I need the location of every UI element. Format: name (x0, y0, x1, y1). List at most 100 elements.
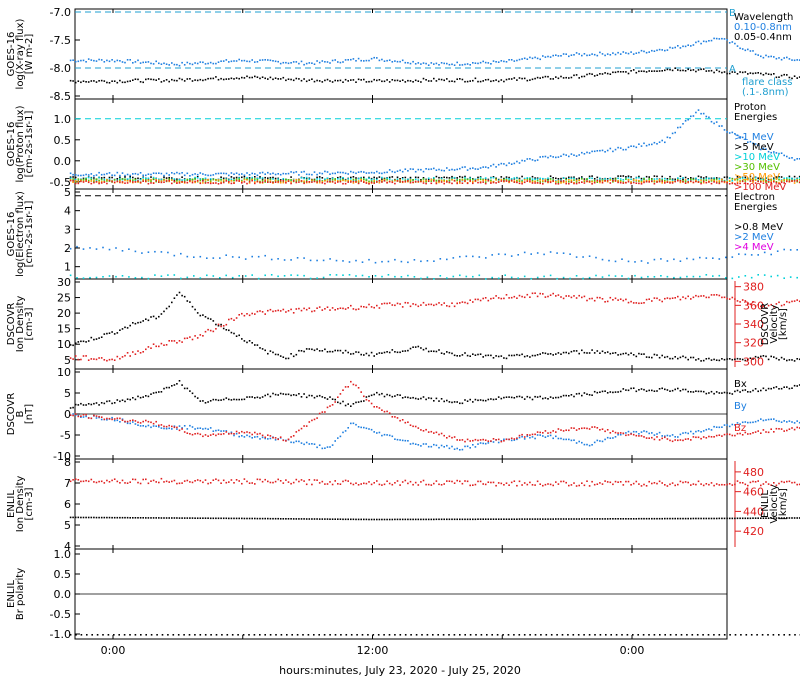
data-point (796, 385, 798, 387)
data-point (264, 180, 266, 182)
data-point (755, 421, 757, 423)
data-point (768, 419, 770, 421)
data-point (337, 437, 339, 439)
data-point (485, 181, 487, 183)
data-point (349, 274, 351, 276)
data-point (270, 435, 272, 437)
data-point (703, 391, 705, 393)
data-point (254, 61, 256, 63)
data-point (628, 481, 630, 483)
data-point (498, 81, 500, 83)
data-point (765, 55, 767, 57)
data-point (350, 353, 352, 355)
data-point (407, 302, 409, 304)
data-point (641, 182, 643, 184)
data-point (122, 82, 124, 84)
data-point (355, 179, 357, 181)
data-point (192, 482, 194, 484)
data-point (615, 436, 617, 438)
data-point (796, 59, 798, 61)
data-point (228, 78, 230, 80)
data-point (669, 484, 671, 486)
data-point (449, 179, 451, 181)
data-point (747, 49, 749, 51)
data-point (246, 183, 248, 185)
data-point (213, 257, 215, 259)
data-point (322, 481, 324, 483)
data-point (576, 52, 578, 54)
data-point (571, 440, 573, 442)
data-point (739, 48, 741, 50)
data-point (210, 400, 212, 402)
data-point (581, 76, 583, 78)
data-point (238, 179, 240, 181)
data-point (220, 78, 222, 80)
data-point (129, 325, 131, 327)
data-point (340, 393, 342, 395)
data-point (700, 113, 702, 115)
data-point (441, 181, 443, 183)
data-point (83, 277, 85, 279)
data-point (187, 62, 189, 64)
data-point (127, 482, 129, 484)
data-point (495, 182, 497, 184)
data-point (389, 181, 391, 183)
data-point (310, 260, 312, 262)
data-point (142, 517, 144, 519)
data-point (104, 517, 106, 519)
data-point (488, 62, 490, 64)
data-point (192, 339, 194, 341)
data-point (490, 440, 492, 442)
data-point (88, 182, 90, 184)
data-point (672, 297, 674, 299)
data-point (529, 482, 531, 484)
data-point (272, 173, 274, 175)
data-point (316, 178, 318, 180)
data-point (296, 171, 298, 173)
data-point (128, 276, 130, 278)
data-point (309, 421, 311, 423)
data-point (345, 79, 347, 81)
data-point (721, 38, 723, 40)
data-point (695, 359, 697, 361)
data-point (542, 178, 544, 180)
data-point (636, 179, 638, 181)
data-point (501, 441, 503, 443)
data-point (648, 437, 650, 439)
data-point (233, 319, 235, 321)
data-point (150, 181, 152, 183)
data-point (218, 179, 220, 181)
data-point (501, 180, 503, 182)
data-point (539, 483, 541, 485)
data-point (634, 261, 636, 263)
data-point (150, 422, 152, 424)
data-point (154, 274, 156, 276)
data-point (78, 183, 80, 185)
data-point (197, 177, 199, 179)
data-point (527, 177, 529, 179)
data-point (309, 174, 311, 176)
data-point (85, 341, 87, 343)
data-point (197, 80, 199, 82)
data-point (386, 303, 388, 305)
data-point (303, 444, 305, 446)
data-point (293, 61, 295, 63)
data-point (516, 182, 518, 184)
data-point (314, 419, 316, 421)
data-point (571, 181, 573, 183)
data-point (290, 274, 292, 276)
data-point (654, 178, 656, 180)
data-point (591, 481, 593, 483)
data-point (371, 429, 373, 431)
data-point (443, 181, 445, 183)
data-point (643, 430, 645, 432)
data-point (446, 63, 448, 65)
data-point (698, 430, 700, 432)
data-point (578, 53, 580, 55)
data-point (431, 183, 433, 185)
data-point (132, 351, 134, 353)
data-point (368, 481, 370, 483)
data-point (327, 407, 329, 409)
data-point (117, 82, 119, 84)
data-point (519, 77, 521, 79)
